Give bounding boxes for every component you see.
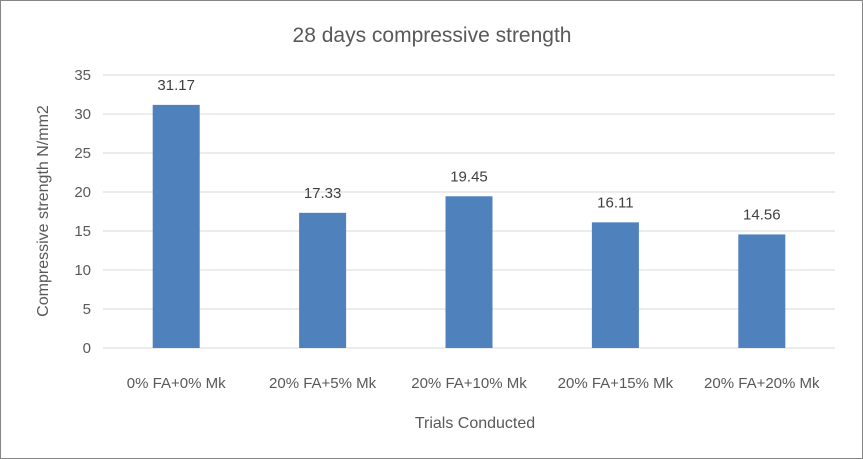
data-label: 31.17 [157,77,195,94]
data-label: 16.11 [597,194,633,211]
x-tick-label: 20% FA+15% Mk [558,375,674,392]
y-tick-label: 30 [74,106,91,123]
y-tick-label: 15 [74,223,91,240]
y-tick-label: 5 [83,301,91,318]
data-label: 14.56 [743,206,781,223]
x-axis-title: Trials Conducted [415,415,535,432]
y-axis-ticks: 0 5 10 15 20 25 30 35 [74,67,91,357]
bar [445,196,493,348]
y-axis-title: Compressive strength N/mm2 [35,105,52,317]
data-labels: 31.17 17.33 19.45 16.11 14.56 [157,77,780,224]
y-tick-label: 25 [74,145,91,162]
y-tick-label: 20 [74,184,91,201]
data-label: 17.33 [304,185,342,202]
bar [152,104,200,349]
bar [591,222,639,348]
x-axis-ticks: 0% FA+0% Mk 20% FA+5% Mk 20% FA+10% Mk 20% … [127,375,820,392]
bars [152,104,786,349]
x-tick-label: 20% FA+5% Mk [269,375,377,392]
bar [299,212,347,348]
bar [738,234,786,348]
x-tick-label: 0% FA+0% Mk [127,375,226,392]
y-tick-label: 35 [74,67,91,84]
y-tick-label: 0 [83,340,91,357]
chart-title: 28 days compressive strength [293,24,572,47]
x-tick-label: 20% FA+20% Mk [704,375,820,392]
y-tick-label: 10 [74,262,91,279]
x-tick-label: 20% FA+10% Mk [411,375,527,392]
data-label: 19.45 [450,168,488,185]
